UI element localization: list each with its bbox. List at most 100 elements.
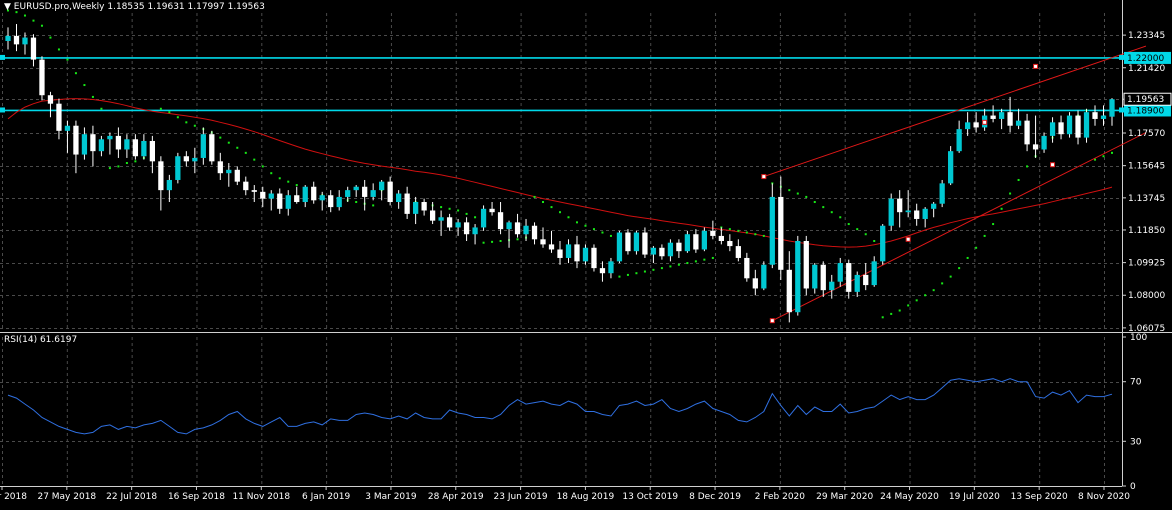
psar-dot xyxy=(542,201,545,204)
bull-candle xyxy=(616,232,623,262)
time-tick-label: 6 Jan 2019 xyxy=(302,492,350,502)
psar-dot xyxy=(559,211,561,214)
price-tick-label: 1.11850 xyxy=(1128,226,1165,236)
bull-candle xyxy=(379,181,385,191)
time-tick-label: 16 Sep 2018 xyxy=(168,492,225,502)
psar-dot xyxy=(23,14,26,17)
psar-dot xyxy=(745,231,748,234)
trendline-anchor xyxy=(905,236,911,242)
current-price-tag xyxy=(1123,92,1172,106)
time-tick-label: 28 Apr 2019 xyxy=(428,492,484,502)
trend-line xyxy=(763,45,1147,178)
psar-dot xyxy=(168,111,171,114)
psar-dot xyxy=(1009,192,1012,195)
bear-candle xyxy=(591,247,597,269)
grid xyxy=(0,13,1122,486)
bear-candle xyxy=(149,140,156,162)
psar-dot xyxy=(856,228,859,231)
psar-dot xyxy=(618,275,621,278)
psar-dot xyxy=(966,256,969,259)
symbol-label: EURUSD.pro,Weekly xyxy=(13,2,105,12)
bear-candle xyxy=(803,241,809,289)
psar-dot xyxy=(643,270,646,273)
bull-candle xyxy=(633,232,640,252)
bull-candle xyxy=(1066,115,1073,135)
bull-candle xyxy=(345,190,351,197)
rsi-tick-label: 0 xyxy=(1130,482,1136,492)
bull-candle xyxy=(455,222,461,228)
bull-candle xyxy=(880,225,886,262)
bull-candle xyxy=(837,263,843,282)
bull-candle xyxy=(506,222,512,230)
psar-dot xyxy=(958,267,961,270)
bull-candle xyxy=(166,179,172,191)
bull-candle xyxy=(175,156,181,180)
bull-candle xyxy=(667,242,674,257)
bear-candle xyxy=(387,181,393,203)
psar-dot xyxy=(1111,151,1113,154)
bull-candle xyxy=(438,217,444,221)
bull-candle xyxy=(336,196,342,208)
time-tick-label: 22 Jul 2018 xyxy=(106,492,157,502)
price-level-marker xyxy=(1119,107,1124,113)
bear-candle xyxy=(39,59,45,96)
bear-candle xyxy=(693,234,699,250)
psar-dot xyxy=(822,206,825,209)
bear-candle xyxy=(90,134,96,152)
psar-dot xyxy=(491,240,494,243)
psar-dot xyxy=(100,107,103,110)
price-tick-label: 1.13745 xyxy=(1128,194,1165,204)
time-tick-label: 13 Sep 2020 xyxy=(1011,492,1068,502)
psar-dot xyxy=(677,263,680,266)
bear-candle xyxy=(328,195,334,208)
bear-candle xyxy=(429,210,436,221)
bear-candle xyxy=(497,212,504,230)
psar-dot xyxy=(1000,207,1003,210)
bear-candle xyxy=(914,210,920,219)
price-level-tag xyxy=(1124,104,1171,117)
psar-dot xyxy=(609,234,612,237)
bull-candle xyxy=(608,261,614,274)
bear-candle xyxy=(115,135,122,150)
psar-dot xyxy=(278,177,281,180)
psar-dot xyxy=(983,234,986,237)
bull-candle xyxy=(81,134,88,155)
psar-dot xyxy=(669,265,672,268)
psar-dot xyxy=(762,234,765,237)
bear-candle xyxy=(676,242,682,252)
trendline-anchor xyxy=(982,119,988,125)
bull-candle xyxy=(22,37,28,45)
psar-dot xyxy=(635,272,638,275)
psar-dot xyxy=(482,241,485,244)
dropdown-triangle-icon[interactable]: ▼ xyxy=(4,2,11,12)
psar-dot xyxy=(185,121,188,124)
bear-candle xyxy=(752,278,758,289)
psar-dot xyxy=(193,124,196,127)
bull-candle xyxy=(1100,115,1107,119)
psar-dot xyxy=(898,309,901,312)
bull-candle xyxy=(871,261,877,286)
bull-candle xyxy=(226,169,232,174)
bull-candle xyxy=(396,193,402,203)
bull-candle xyxy=(107,135,113,140)
bear-candle xyxy=(514,222,521,235)
bear-candle xyxy=(209,134,215,162)
bear-candle xyxy=(846,263,852,292)
price-tick-label: 1.15645 xyxy=(1128,162,1165,172)
bear-candle xyxy=(260,191,266,199)
psar-dot xyxy=(1017,178,1020,181)
bear-candle xyxy=(897,198,903,213)
rsi-label: RSI(14) 61.6197 xyxy=(4,335,78,345)
rsi-tick-label: 70 xyxy=(1130,378,1142,388)
bear-candle xyxy=(13,35,20,45)
bull-candle xyxy=(964,122,971,130)
bear-candle xyxy=(234,169,240,182)
bull-candle xyxy=(1083,112,1090,138)
bear-candle xyxy=(294,195,300,203)
bull-candle xyxy=(956,129,962,152)
psar-dot xyxy=(660,267,663,270)
bull-candle xyxy=(931,203,937,209)
bear-candle xyxy=(973,122,979,128)
